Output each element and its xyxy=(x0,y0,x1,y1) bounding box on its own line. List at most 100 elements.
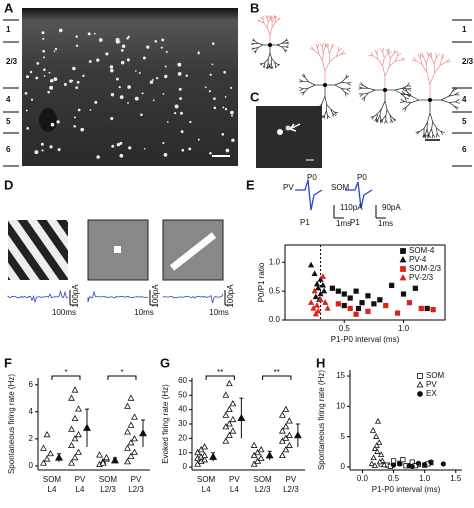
point xyxy=(313,280,321,287)
neurite xyxy=(300,91,305,94)
neurite xyxy=(304,77,309,83)
point xyxy=(374,418,382,424)
point xyxy=(428,459,434,465)
insets: PV P0 P1 110pA 1ms SOM P0 P1 90pA 1ms xyxy=(283,173,401,228)
bar xyxy=(169,232,217,271)
neurite xyxy=(285,46,289,49)
neurite xyxy=(344,92,349,95)
x-tick-label: PV xyxy=(131,475,142,484)
cell xyxy=(229,86,233,90)
cell xyxy=(73,116,76,119)
neurite xyxy=(308,81,316,86)
cell xyxy=(72,66,76,71)
neurite xyxy=(432,134,436,138)
x-axis-label: P1-P0 interval (ms) xyxy=(372,485,441,494)
x-tick-label: 1.0 xyxy=(419,474,431,483)
neurite xyxy=(440,131,445,133)
cell xyxy=(277,129,283,135)
neurite xyxy=(445,61,451,63)
y-tick-label: 10 xyxy=(336,401,345,410)
neurite xyxy=(454,105,459,109)
cell xyxy=(209,151,212,155)
x-tick-label: L4 xyxy=(76,485,85,494)
neurite xyxy=(370,116,374,118)
cell xyxy=(222,106,225,109)
x-tick-label: SOM xyxy=(197,475,216,484)
point xyxy=(317,276,324,282)
y-tick-label: 0 xyxy=(183,462,188,471)
neurite xyxy=(435,133,438,138)
scale-label: 100pA xyxy=(226,284,235,308)
y-axis-label: Evoked firing rate (Hz) xyxy=(161,384,170,464)
y-tick-label: 60 xyxy=(178,376,187,385)
point xyxy=(365,308,371,314)
point xyxy=(75,430,82,438)
neurite xyxy=(267,27,271,36)
x-tick-label: L4 xyxy=(48,485,57,494)
neurite xyxy=(377,108,382,115)
point xyxy=(412,285,418,291)
point xyxy=(307,261,315,268)
cell xyxy=(111,144,115,148)
neurite xyxy=(404,101,411,104)
neurite xyxy=(427,51,429,58)
cell xyxy=(152,99,155,102)
neurite xyxy=(363,97,366,102)
point xyxy=(222,411,230,418)
neurite xyxy=(452,88,457,92)
panel-label: H xyxy=(316,355,325,370)
neurite xyxy=(275,15,278,19)
layer-label: 2/3 xyxy=(462,57,474,66)
cell xyxy=(54,47,58,51)
significance-bracket xyxy=(262,375,292,380)
point xyxy=(397,461,403,467)
neurite xyxy=(358,87,363,90)
point xyxy=(319,281,327,288)
point xyxy=(40,459,47,466)
point xyxy=(390,458,397,464)
significance-label: * xyxy=(120,368,123,377)
neurite xyxy=(455,98,460,103)
x-tick-label: L2/3 xyxy=(255,485,271,494)
neurons xyxy=(251,15,461,139)
cell xyxy=(120,60,125,65)
point xyxy=(124,428,131,435)
point xyxy=(278,411,286,418)
point xyxy=(68,394,75,401)
neurite xyxy=(270,58,273,64)
cell xyxy=(231,114,234,117)
neurite xyxy=(274,62,276,66)
neurite xyxy=(449,101,456,103)
legend-marker xyxy=(417,373,423,379)
neurite xyxy=(400,56,405,61)
neurite xyxy=(433,57,437,65)
legend-marker xyxy=(399,256,407,263)
neurite xyxy=(381,101,386,109)
cell xyxy=(63,83,67,86)
point xyxy=(409,463,415,469)
point xyxy=(394,310,401,316)
cell xyxy=(115,37,120,42)
x-tick-label: L4 xyxy=(202,485,211,494)
legend-label: PV-2/3 xyxy=(409,273,434,282)
neurite xyxy=(436,127,442,132)
point xyxy=(68,441,75,449)
neurite xyxy=(385,109,388,116)
cell xyxy=(77,108,81,112)
neurite xyxy=(324,110,327,116)
y-tick-label: 6 xyxy=(29,380,34,389)
cell xyxy=(142,56,146,60)
neurite xyxy=(321,114,326,118)
cell xyxy=(120,48,124,52)
neurite xyxy=(347,82,352,84)
neurite xyxy=(384,101,388,110)
arrow xyxy=(288,123,301,132)
point xyxy=(285,417,293,424)
frame xyxy=(284,244,446,321)
neurite xyxy=(404,97,407,102)
neurite xyxy=(370,51,374,57)
cell xyxy=(185,74,188,77)
point xyxy=(75,448,82,455)
neurite xyxy=(367,87,376,91)
neurite xyxy=(364,92,369,98)
